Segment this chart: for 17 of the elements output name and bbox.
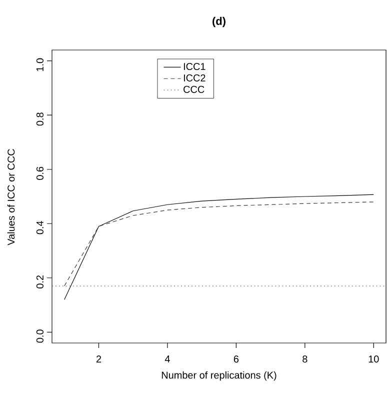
legend-label: ICC2 (184, 74, 206, 82)
y-tick-label: 1.0 (36, 58, 44, 72)
legend-label: ICC1 (184, 62, 206, 70)
y-tick-label: 0.8 (36, 112, 44, 126)
y-tick-label: 0.4 (36, 220, 44, 234)
chart-title: (d) (212, 16, 226, 28)
x-tick-label: 4 (164, 356, 170, 362)
x-tick-label: 8 (302, 356, 308, 363)
legend-label: CCC (184, 86, 204, 93)
y-axis-title: Values of ICC or CCC (7, 149, 15, 246)
y-tick-label: 0.6 (36, 166, 44, 180)
x-tick-label: 6 (234, 356, 239, 363)
y-tick-label: 0.0 (36, 330, 44, 343)
y-tick-label: 0.2 (36, 275, 44, 288)
x-tick-label: 2 (96, 356, 102, 362)
x-tick-label: 10 (368, 356, 379, 363)
x-axis-title: Number of replications (K) (162, 371, 276, 381)
